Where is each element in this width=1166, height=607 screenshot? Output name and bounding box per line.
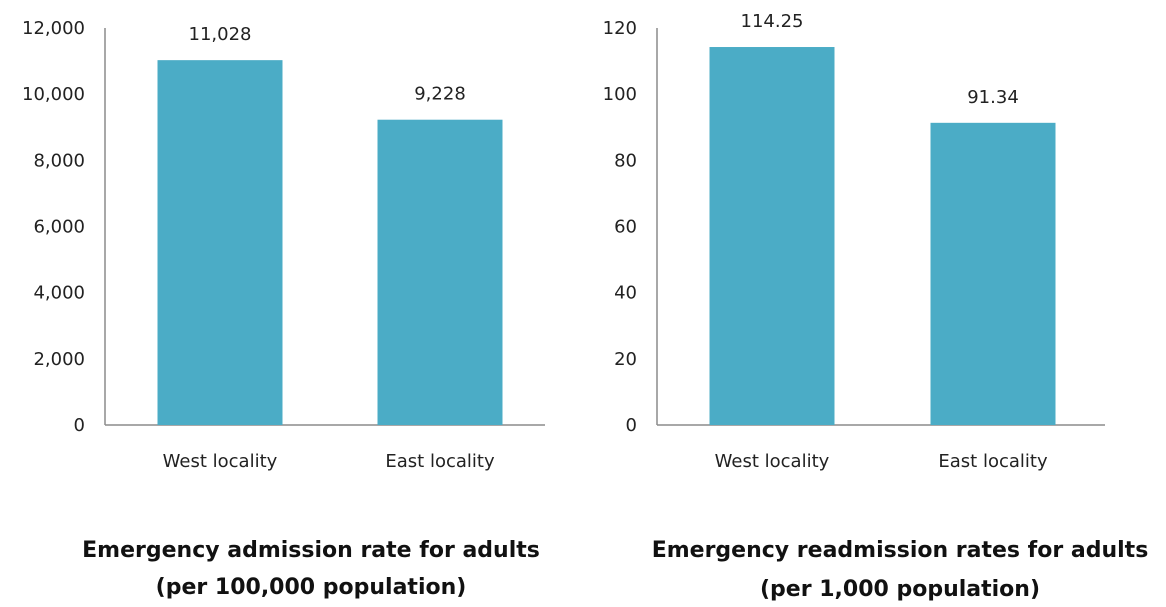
category-label: East locality [385,451,495,472]
data-label: 91.34 [967,87,1019,108]
data-label: 114.25 [741,11,804,32]
bar [157,60,283,425]
y-tick-label: 8,000 [33,150,85,171]
category-label: West locality [715,451,830,472]
chart-title: Emergency readmission rates for adults [652,538,1149,563]
bar [930,122,1056,425]
admission-rate-chart: 0 2,000 4,000 6,000 8,000 10,000 12,000 11,028 W… [22,18,545,600]
y-tick-label: 0 [74,415,85,436]
y-tick-label: 80 [614,150,637,171]
y-tick-label: 0 [626,415,637,436]
y-tick-label: 100 [603,84,637,105]
y-tick-label: 6,000 [33,217,85,238]
y-tick-label: 40 [614,283,637,304]
chart-title: (per 100,000 population) [156,575,467,600]
chart-title: (per 1,000 population) [760,577,1040,602]
y-tick-label: 12,000 [22,18,85,39]
y-tick-label: 120 [603,18,637,39]
category-label: East locality [938,451,1048,472]
data-label: 11,028 [189,24,252,45]
y-tick-label: 60 [614,217,637,238]
y-tick-label: 2,000 [33,349,85,370]
bar [377,119,503,425]
bar [709,47,835,425]
chart-title: Emergency admission rate for adults [82,538,540,563]
category-label: West locality [163,451,278,472]
data-label: 9,228 [414,84,466,105]
y-tick-label: 4,000 [33,283,85,304]
y-tick-label: 20 [614,349,637,370]
y-tick-label: 10,000 [22,84,85,105]
readmission-rate-chart: 0 20 40 60 80 100 120 114.25 West locality 91.34 E… [603,11,1149,602]
